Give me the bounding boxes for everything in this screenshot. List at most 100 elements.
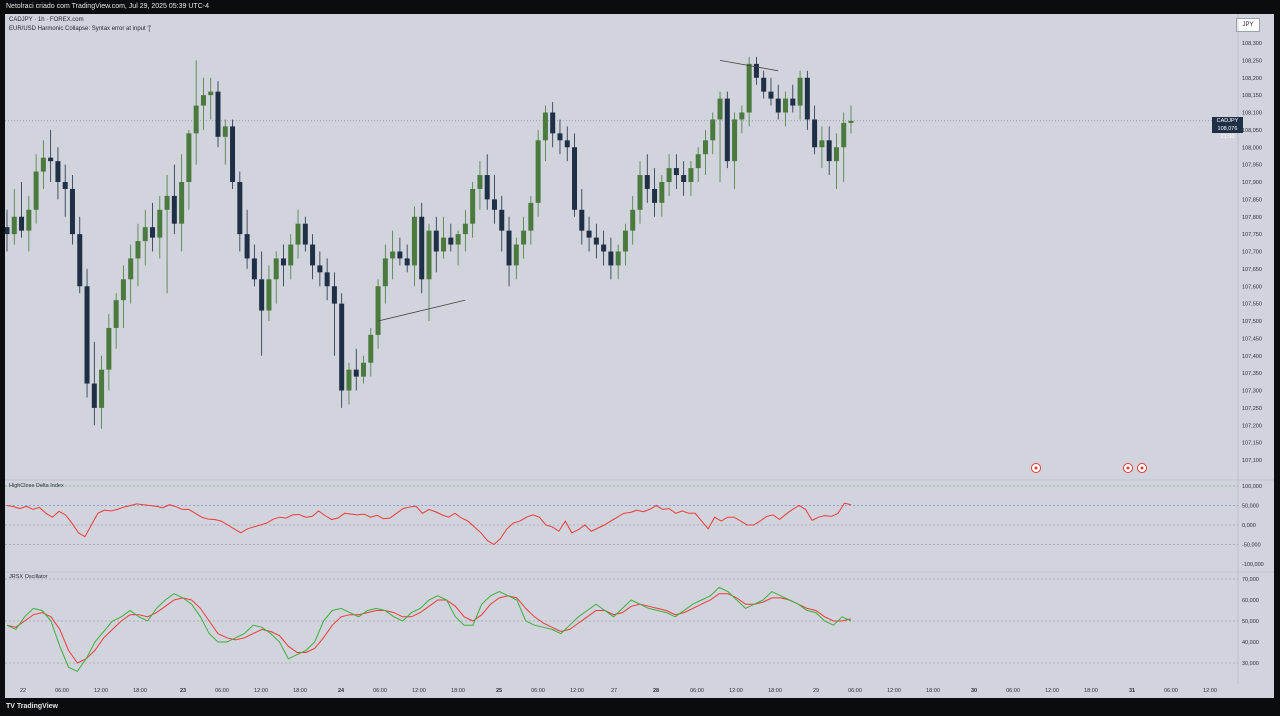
candle-body: [477, 175, 483, 189]
candle-body: [513, 244, 519, 266]
candle-body: [768, 91, 774, 99]
time-axis-label: 12:00: [1045, 688, 1059, 694]
candle-body: [62, 182, 68, 189]
time-axis-label: 18:00: [768, 688, 782, 694]
panel2-axis-label: 60,000: [1242, 598, 1259, 604]
chart-frame[interactable]: CADJPY · 1h · FOREX.com EUR/USD Harmonic…: [5, 14, 1274, 698]
candle-body: [426, 230, 432, 280]
candle-body: [710, 119, 716, 141]
candle-body: [368, 334, 374, 363]
candle-body: [702, 140, 708, 155]
time-axis-label: 31: [1129, 688, 1135, 694]
price-axis-label: 107,200: [1242, 423, 1262, 429]
last-price: 108,076: [1217, 125, 1238, 132]
time-axis-label: 25: [496, 688, 502, 694]
candle-body: [382, 258, 388, 287]
time-axis-label: 12:00: [94, 688, 108, 694]
candle-body: [215, 91, 221, 137]
candle-body: [273, 258, 279, 280]
candle-body: [288, 244, 294, 266]
candle-body: [19, 216, 25, 231]
trend-annotation: [377, 299, 466, 322]
price-axis-label: 107,450: [1242, 336, 1262, 342]
candle-body: [404, 258, 410, 266]
candle-body: [681, 175, 687, 182]
time-axis-label: 06:00: [215, 688, 229, 694]
price-axis-label: 107,750: [1242, 232, 1262, 238]
time-axis-label: 06:00: [55, 688, 69, 694]
candle-body: [724, 98, 730, 162]
time-axis-label: 12:00: [254, 688, 268, 694]
candle-body: [375, 286, 381, 335]
candle-body: [652, 188, 658, 203]
candle-body: [26, 209, 32, 231]
candle-body: [237, 182, 243, 235]
candle-body: [564, 140, 570, 148]
candle-body: [586, 230, 592, 238]
candle-body: [244, 234, 250, 259]
candle-body: [48, 157, 54, 162]
candle-body: [259, 279, 265, 311]
candle-body: [841, 122, 847, 148]
panel2-axis-label: 40,000: [1242, 640, 1259, 646]
time-axis-label: 23: [180, 688, 186, 694]
candle-body: [688, 168, 694, 182]
candle-body: [673, 168, 679, 176]
indicator-error: EUR/USD Harmonic Collapse: Syntax error …: [9, 26, 152, 32]
candle-body: [106, 327, 112, 370]
candle-body: [462, 223, 468, 235]
candle-body: [615, 251, 621, 266]
time-axis-label: 29: [813, 688, 819, 694]
price-axis-label: 107,800: [1242, 215, 1262, 221]
price-axis-label: 107,250: [1242, 406, 1262, 412]
candle-body: [819, 140, 825, 148]
candle-body: [251, 258, 257, 280]
candle-body: [521, 230, 527, 245]
candle-body: [128, 258, 134, 280]
candle-body: [579, 209, 585, 231]
currency-button[interactable]: JPY: [1236, 18, 1260, 32]
candle-body: [783, 98, 789, 113]
panel2-axis-label: 50,000: [1242, 619, 1259, 625]
candle-body: [84, 286, 90, 384]
price-axis-label: 108,300: [1242, 41, 1262, 47]
candle-body: [470, 188, 476, 224]
price-axis-label: 108,000: [1242, 145, 1262, 151]
event-marker-dot: [1140, 466, 1144, 470]
candle-body: [33, 171, 39, 210]
candle-body: [848, 120, 854, 123]
price-axis-label: 108,100: [1242, 111, 1262, 117]
candle-body: [491, 199, 497, 210]
candle-body: [593, 237, 599, 245]
candle-body: [833, 147, 839, 162]
candle-body: [324, 272, 330, 287]
candle-body: [200, 95, 206, 106]
candle-body: [69, 188, 75, 235]
price-axis-label: 107,950: [1242, 163, 1262, 169]
candle-body: [317, 265, 323, 273]
symbol-tag: CADJPY: [1216, 117, 1239, 124]
event-marker-dot: [1034, 466, 1038, 470]
candle-body: [361, 362, 367, 377]
time-axis-label: 12:00: [412, 688, 426, 694]
panel1-axis-label: 0,000: [1242, 523, 1256, 529]
candle-body: [411, 216, 417, 266]
candle-body: [150, 227, 156, 238]
candle-body: [186, 133, 192, 182]
price-axis-label: 107,850: [1242, 197, 1262, 203]
candle-body: [550, 112, 556, 134]
candle-body: [302, 223, 308, 245]
candle-body: [40, 157, 46, 172]
chart-svg[interactable]: 108,300 108,250 108,200 108,150 108,100 108,0…: [5, 14, 1274, 698]
candle-body: [55, 161, 61, 182]
candle-body: [113, 300, 119, 328]
candle-body: [666, 168, 672, 182]
candle-body: [448, 237, 454, 245]
candle-body: [171, 195, 177, 224]
time-axis-label: 18:00: [133, 688, 147, 694]
price-axis-label: 107,500: [1242, 319, 1262, 325]
candle-body: [455, 234, 461, 245]
candle-body: [266, 279, 272, 311]
time-axis-label: 12:00: [1203, 688, 1217, 694]
price-axis-label: 107,650: [1242, 267, 1262, 273]
